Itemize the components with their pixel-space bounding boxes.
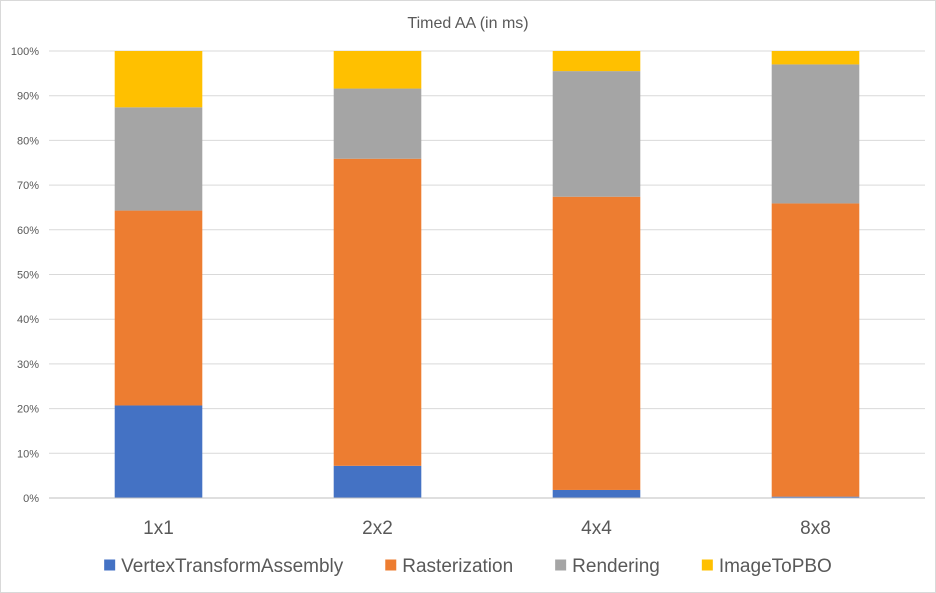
legend-swatch <box>385 559 397 571</box>
bar-imagetopbo-4x4 <box>552 51 641 72</box>
bar-vertextransformassembly-4x4 <box>552 489 641 498</box>
legend: VertexTransformAssembly Rasterization Rend… <box>104 556 832 577</box>
legend-label: Rendering <box>572 556 660 577</box>
bar-vertextransformassembly-8x8 <box>771 496 860 498</box>
y-tick-label: 90% <box>17 91 39 103</box>
bar-vertextransformassembly-1x1 <box>114 405 203 498</box>
bar-rendering-1x1 <box>114 107 203 211</box>
bar-imagetopbo-2x2 <box>333 51 422 89</box>
bar-vertextransformassembly-2x2 <box>333 465 422 498</box>
x-tick-label: 2x2 <box>362 518 393 539</box>
bar-rasterization-8x8 <box>771 203 860 497</box>
bar-rasterization-1x1 <box>114 210 203 406</box>
bar-imagetopbo-1x1 <box>114 51 203 108</box>
bars <box>114 51 860 498</box>
bar-rasterization-4x4 <box>552 196 641 490</box>
y-tick-label: 50% <box>17 270 39 282</box>
bar-rendering-2x2 <box>333 88 422 159</box>
legend-swatch <box>701 559 713 571</box>
bar-imagetopbo-8x8 <box>771 51 860 65</box>
y-tick-label: 100% <box>11 46 39 58</box>
y-tick-label: 20% <box>17 404 39 416</box>
legend-label: ImageToPBO <box>719 556 832 577</box>
y-tick-label: 0% <box>23 493 39 505</box>
legend-label: Rasterization <box>402 556 513 577</box>
y-tick-label: 10% <box>17 448 39 460</box>
x-tick-label: 4x4 <box>581 518 612 539</box>
legend-label: VertexTransformAssembly <box>121 556 344 577</box>
y-tick-label: 80% <box>17 135 39 147</box>
y-tick-label: 70% <box>17 180 39 192</box>
x-tick-label: 8x8 <box>800 518 831 539</box>
y-axis-ticks: 0% 10% 20% 30% 40% 50% 60% 70% 80% 90% 100% <box>11 46 39 505</box>
y-tick-label: 30% <box>17 359 39 371</box>
x-axis-ticks: 1x1 2x2 4x4 8x8 <box>143 518 831 539</box>
y-tick-label: 40% <box>17 314 39 326</box>
legend-swatch <box>555 559 567 571</box>
bar-rendering-8x8 <box>771 64 860 204</box>
y-tick-label: 60% <box>17 225 39 237</box>
x-tick-label: 1x1 <box>143 518 174 539</box>
chart-title: Timed AA (in ms) <box>407 15 528 32</box>
bar-rendering-4x4 <box>552 71 641 197</box>
bar-rasterization-2x2 <box>333 158 422 466</box>
legend-swatch <box>104 559 116 571</box>
